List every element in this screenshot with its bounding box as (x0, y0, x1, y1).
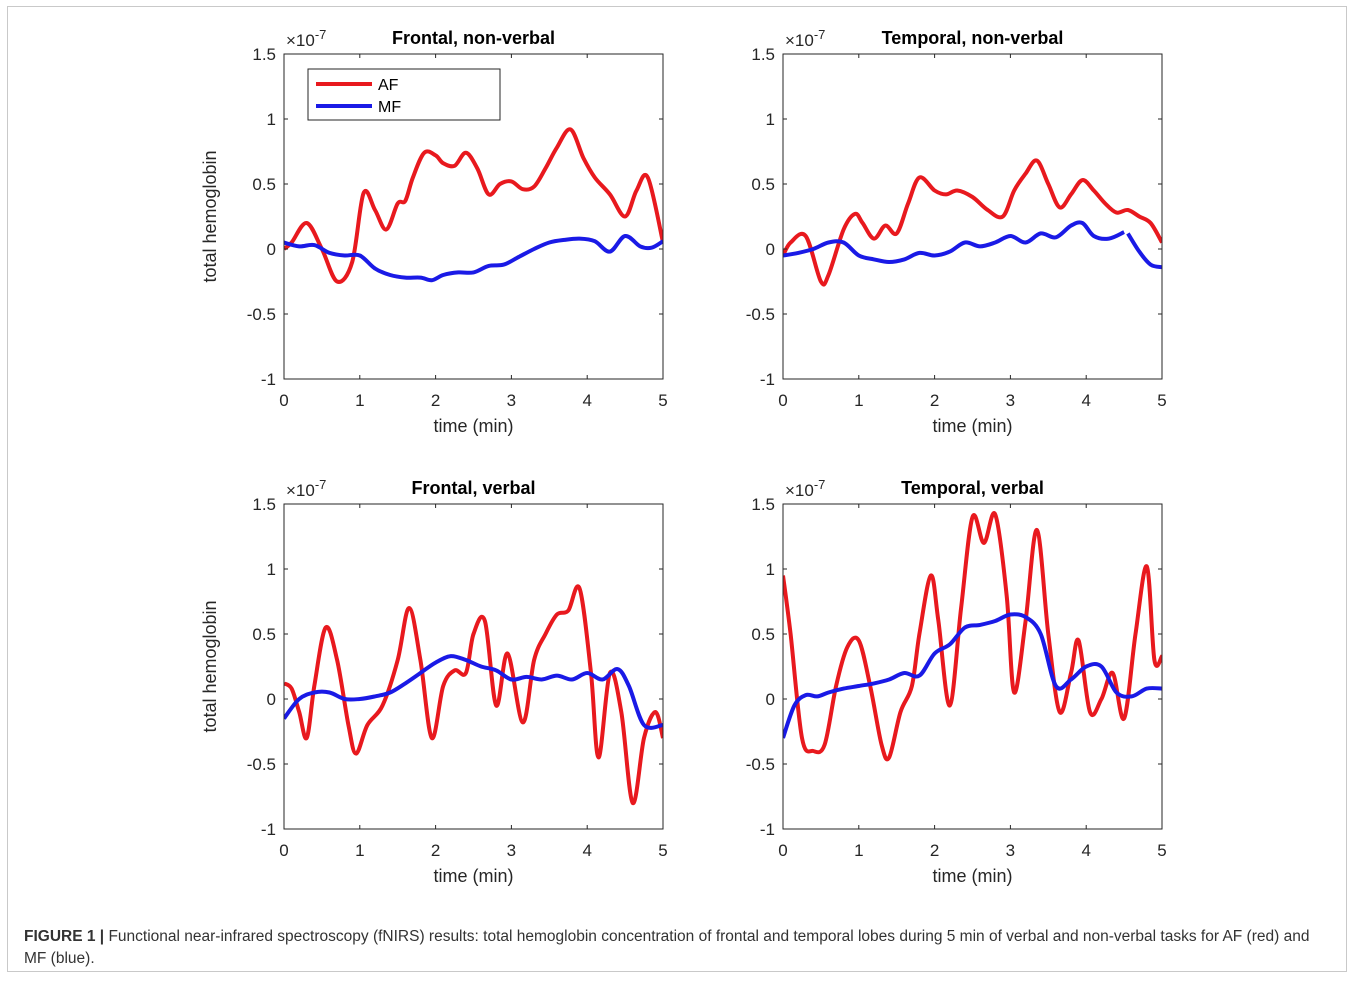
series-line-mf (783, 220, 1125, 264)
axes-box (782, 503, 1163, 830)
x-axis-label: time (min) (933, 416, 1013, 436)
y-tick-label: 0 (267, 690, 276, 709)
axes-box (782, 53, 1163, 380)
y-tick-label: 0.5 (751, 175, 775, 194)
x-tick-label: 0 (778, 841, 787, 860)
axes-box (283, 53, 664, 380)
x-tick-label: 0 (279, 391, 288, 410)
y-tick-label: 1 (766, 110, 775, 129)
chart-title: Temporal, verbal (901, 478, 1044, 498)
exponent-power: -7 (814, 477, 826, 492)
x-tick-label: 3 (507, 841, 516, 860)
x-tick-label: 0 (279, 841, 288, 860)
x-tick-label: 1 (355, 841, 364, 860)
figure-frame (7, 6, 1347, 972)
x-tick-label: 3 (1006, 841, 1015, 860)
y-tick-label: 0.5 (252, 175, 276, 194)
x-tick-label: 4 (1081, 391, 1090, 410)
series-line-af (783, 158, 1162, 287)
y-tick-label: 0 (766, 240, 775, 259)
series-line-af (284, 584, 663, 806)
figure-caption: FIGURE 1 | Functional near-infrared spec… (24, 926, 1336, 970)
y-tick-label: -0.5 (247, 755, 276, 774)
chart-title: Frontal, verbal (411, 478, 535, 498)
x-tick-label: 0 (778, 391, 787, 410)
exponent-label: ×10-7 (286, 27, 326, 50)
chart-panel-2: 0 1 2 3 4 5 -1 -0.5 0 0.5 1 1.5 ×10-7 Temporal, non-v… (746, 27, 1167, 436)
x-tick-label: 3 (507, 391, 516, 410)
exponent-label: ×10-7 (286, 477, 326, 500)
x-tick-label: 2 (431, 841, 440, 860)
y-tick-label: 1.5 (751, 495, 775, 514)
exponent-power: -7 (315, 27, 327, 42)
x-tick-label: 5 (658, 391, 667, 410)
y-tick-label: 1.5 (751, 45, 775, 64)
y-tick-label: 1.5 (252, 495, 276, 514)
y-tick-label: -0.5 (746, 755, 775, 774)
x-tick-label: 5 (658, 841, 667, 860)
exponent-label: ×10-7 (785, 27, 825, 50)
x-tick-label: 1 (355, 391, 364, 410)
caption-label: FIGURE 1 | (24, 928, 105, 945)
x-tick-label: 5 (1157, 841, 1166, 860)
legend-entry-mf: MF (378, 99, 401, 116)
chart-title: Temporal, non-verbal (882, 28, 1064, 48)
series-line-af (783, 511, 1162, 762)
series-line-af (284, 127, 663, 284)
x-tick-label: 4 (582, 391, 591, 410)
chart-title: Frontal, non-verbal (392, 28, 555, 48)
y-tick-label: -1 (261, 820, 276, 839)
series-line-mf (284, 234, 663, 283)
chart-panel-4: 0 1 2 3 4 5 -1 -0.5 0 0.5 1 1.5 ×10-7 Temporal, verba… (746, 477, 1167, 886)
x-axis-label: time (min) (933, 866, 1013, 886)
y-tick-label: -0.5 (746, 305, 775, 324)
x-axis-label: time (min) (434, 416, 514, 436)
caption-text: Functional near-infrared spectroscopy (f… (24, 928, 1310, 967)
x-tick-label: 1 (854, 841, 863, 860)
series-line-mf (284, 654, 663, 730)
legend-box (307, 68, 501, 121)
series-line-mf (783, 612, 1162, 739)
y-tick-label: -1 (760, 370, 775, 389)
x-tick-label: 4 (582, 841, 591, 860)
y-tick-label: -1 (261, 370, 276, 389)
legend: AF MF (307, 68, 501, 121)
x-axis-label: time (min) (434, 866, 514, 886)
y-tick-label: 1.5 (252, 45, 276, 64)
y-tick-label: 0.5 (751, 625, 775, 644)
x-tick-label: 2 (431, 391, 440, 410)
y-tick-label: 1 (267, 560, 276, 579)
axes-box (283, 503, 664, 830)
x-tick-label: 3 (1006, 391, 1015, 410)
y-tick-label: 0 (766, 690, 775, 709)
exponent-power: -7 (814, 27, 826, 42)
legend-entry-af: AF (378, 77, 399, 94)
x-tick-label: 2 (930, 391, 939, 410)
y-tick-label: -1 (760, 820, 775, 839)
y-axis-label: total hemoglobin (200, 150, 220, 282)
x-tick-label: 2 (930, 841, 939, 860)
y-tick-label: 0.5 (252, 625, 276, 644)
figure-panels: 0 1 2 3 4 5 -1 -0.5 0 0.5 1 1.5 ×10-7 Frontal, non-ve… (200, 27, 1167, 886)
series-group (284, 584, 663, 806)
y-tick-label: 1 (267, 110, 276, 129)
y-tick-label: 1 (766, 560, 775, 579)
series-group (783, 511, 1162, 762)
x-tick-label: 1 (854, 391, 863, 410)
y-tick-label: -0.5 (247, 305, 276, 324)
series-group (783, 158, 1162, 287)
chart-panel-3: 0 1 2 3 4 5 -1 -0.5 0 0.5 1 1.5 ×10-7 Frontal, verbal… (200, 477, 668, 886)
chart-panel-1: 0 1 2 3 4 5 -1 -0.5 0 0.5 1 1.5 ×10-7 Frontal, non-ve… (200, 27, 668, 436)
series-line-mf (1126, 232, 1162, 270)
y-axis-label: total hemoglobin (200, 600, 220, 732)
x-tick-label: 5 (1157, 391, 1166, 410)
series-group (284, 127, 663, 284)
x-tick-label: 4 (1081, 841, 1090, 860)
exponent-label: ×10-7 (785, 477, 825, 500)
y-tick-label: 0 (267, 240, 276, 259)
exponent-power: -7 (315, 477, 327, 492)
